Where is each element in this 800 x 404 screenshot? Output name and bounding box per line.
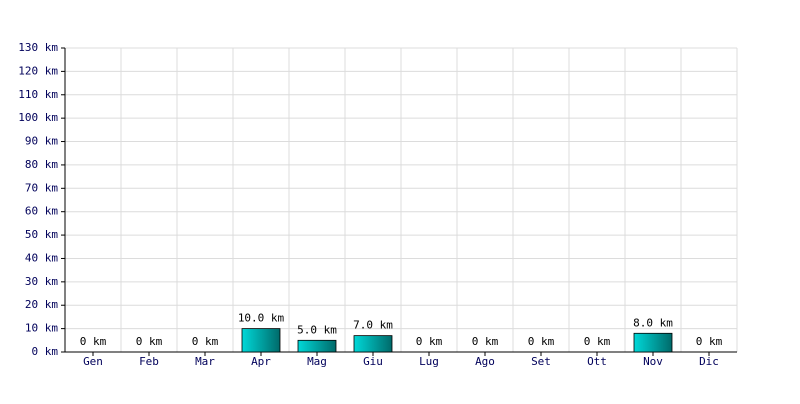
bar [297, 339, 337, 353]
y-tick-label: 20 km [25, 298, 58, 311]
y-tick-label: 130 km [18, 41, 58, 54]
x-tick-label: Ott [587, 355, 607, 368]
value-label: 0 km [584, 335, 611, 348]
x-tick-label: Giu [363, 355, 383, 368]
value-label: 0 km [416, 335, 443, 348]
x-tick-label: Mag [307, 355, 327, 368]
y-tick-label: 120 km [18, 64, 58, 77]
x-tick-label: Apr [251, 355, 271, 368]
y-tick-label: 0 km [32, 345, 59, 358]
value-label: 10.0 km [238, 312, 285, 325]
value-label: 0 km [528, 335, 555, 348]
y-tick-label: 110 km [18, 88, 58, 101]
y-tick-label: 100 km [18, 111, 58, 124]
value-label: 8.0 km [633, 316, 673, 329]
value-label: 0 km [696, 335, 723, 348]
bar [241, 328, 281, 353]
y-tick-label: 60 km [25, 205, 58, 218]
value-label: 0 km [192, 335, 219, 348]
value-label: 0 km [80, 335, 107, 348]
value-label: 5.0 km [297, 323, 337, 336]
bar [353, 335, 393, 353]
x-tick-label: Ago [475, 355, 495, 368]
y-tick-label: 80 km [25, 158, 58, 171]
x-tick-label: Lug [419, 355, 439, 368]
x-tick-label: Feb [139, 355, 159, 368]
x-tick-label: Mar [195, 355, 215, 368]
value-label: 0 km [136, 335, 163, 348]
y-tick-label: 30 km [25, 275, 58, 288]
value-label: 0 km [472, 335, 499, 348]
y-tick-label: 10 km [25, 322, 58, 335]
y-tick-label: 50 km [25, 228, 58, 241]
x-tick-label: Set [531, 355, 551, 368]
y-tick-label: 40 km [25, 251, 58, 264]
x-tick-label: Gen [83, 355, 103, 368]
value-label: 7.0 km [353, 319, 393, 332]
x-tick-label: Dic [699, 355, 719, 368]
bar [633, 332, 673, 353]
y-tick-label: 90 km [25, 135, 58, 148]
y-tick-label: 70 km [25, 181, 58, 194]
x-tick-label: Nov [643, 355, 663, 368]
